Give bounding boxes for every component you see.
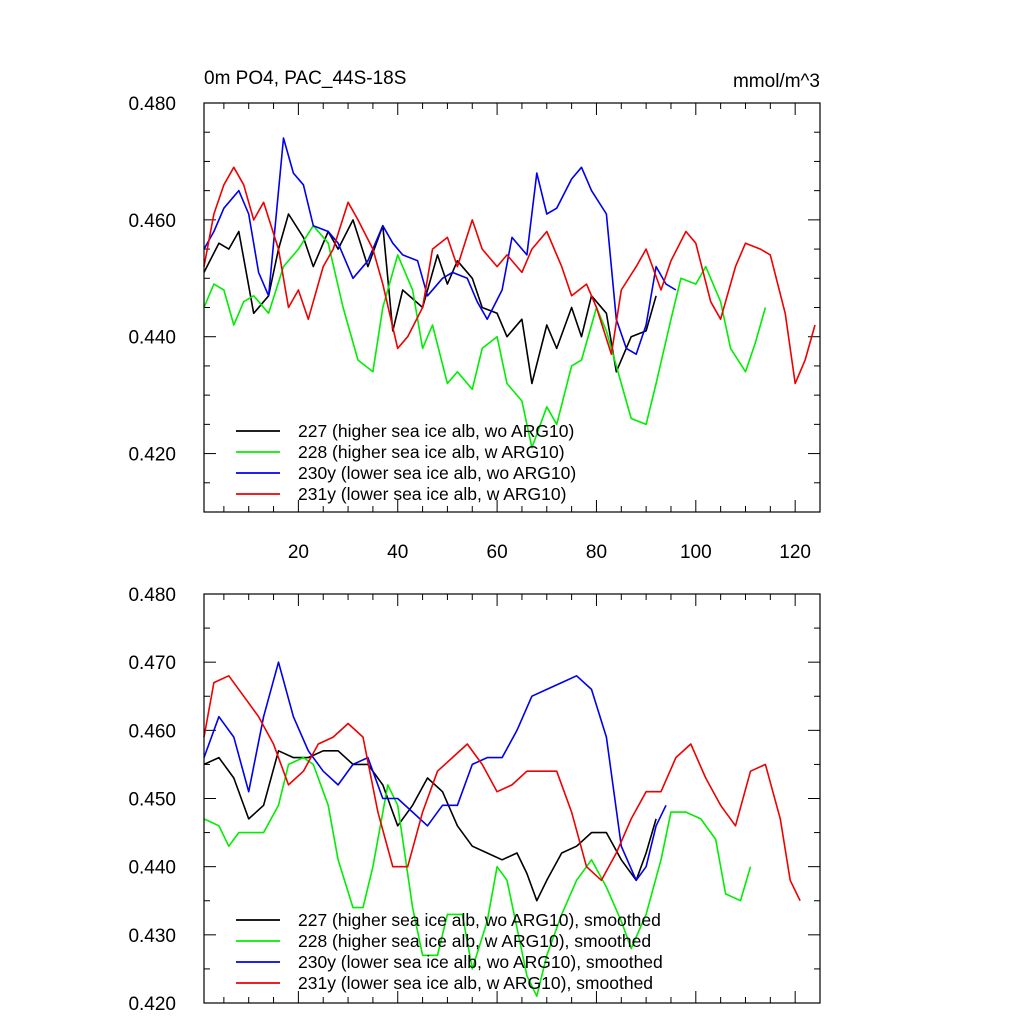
legend: 227 (higher sea ice alb, wo ARG10)228 (h… xyxy=(236,421,576,504)
legend-label: 227 (higher sea ice alb, wo ARG10), smoo… xyxy=(298,910,661,930)
series-line-1 xyxy=(203,224,767,449)
legend-label: 228 (higher sea ice alb, w ARG10) xyxy=(298,442,565,462)
y-tick-label: 0.420 xyxy=(128,994,176,1015)
y-tick-label: 0.430 xyxy=(128,926,176,947)
legend-label: 228 (higher sea ice alb, w ARG10), smoot… xyxy=(298,931,651,951)
legend-label: 230y (lower sea ice alb, wo ARG10) xyxy=(298,463,576,483)
chart-title: 0m PO4, PAC_44S-18S xyxy=(204,68,406,89)
y-tick-label: 0.440 xyxy=(128,328,176,349)
y-tick-label: 0.460 xyxy=(128,211,176,232)
x-tick-label: 40 xyxy=(387,542,408,563)
y-tick-label: 0.470 xyxy=(128,653,176,674)
y-tick-label: 0.450 xyxy=(128,790,176,811)
plot-frame xyxy=(203,102,821,513)
series-line-3 xyxy=(203,166,816,385)
x-tick-label: 60 xyxy=(487,542,508,563)
units-label: mmol/m^3 xyxy=(733,71,820,92)
x-tick-label: 100 xyxy=(680,542,712,563)
top-panel: 0m PO4, PAC_44S-18S mmol/m^3 20 40 60 80 100 12… xyxy=(128,68,821,563)
y-tick-label: 0.480 xyxy=(128,94,176,115)
series-line-2 xyxy=(203,137,677,356)
series-line-2 xyxy=(203,661,667,882)
series-line-0 xyxy=(203,213,657,385)
y-tick-label: 0.420 xyxy=(128,445,176,466)
y-tick-label: 0.460 xyxy=(128,721,176,742)
bottom-panel: 0.420 0.430 0.440 0.450 0.460 0.470 0.480 227 (… xyxy=(128,585,821,1015)
legend-label: 230y (lower sea ice alb, wo ARG10), smoo… xyxy=(298,952,663,972)
legend-label: 227 (higher sea ice alb, wo ARG10) xyxy=(298,421,574,441)
y-tick-label: 0.480 xyxy=(128,585,176,606)
x-tick-label: 120 xyxy=(779,542,811,563)
x-tick-label: 80 xyxy=(586,542,607,563)
series-line-0 xyxy=(203,749,657,902)
x-tick-label: 20 xyxy=(288,542,309,563)
series-line-3 xyxy=(203,674,801,902)
legend: 227 (higher sea ice alb, wo ARG10), smoo… xyxy=(236,910,663,993)
series-line-1 xyxy=(203,756,752,998)
legend-label: 231y (lower sea ice alb, w ARG10) xyxy=(298,484,566,504)
y-tick-label: 0.440 xyxy=(128,858,176,879)
plot-frame xyxy=(203,593,821,1004)
legend-label: 231y (lower sea ice alb, w ARG10), smoot… xyxy=(298,973,653,993)
